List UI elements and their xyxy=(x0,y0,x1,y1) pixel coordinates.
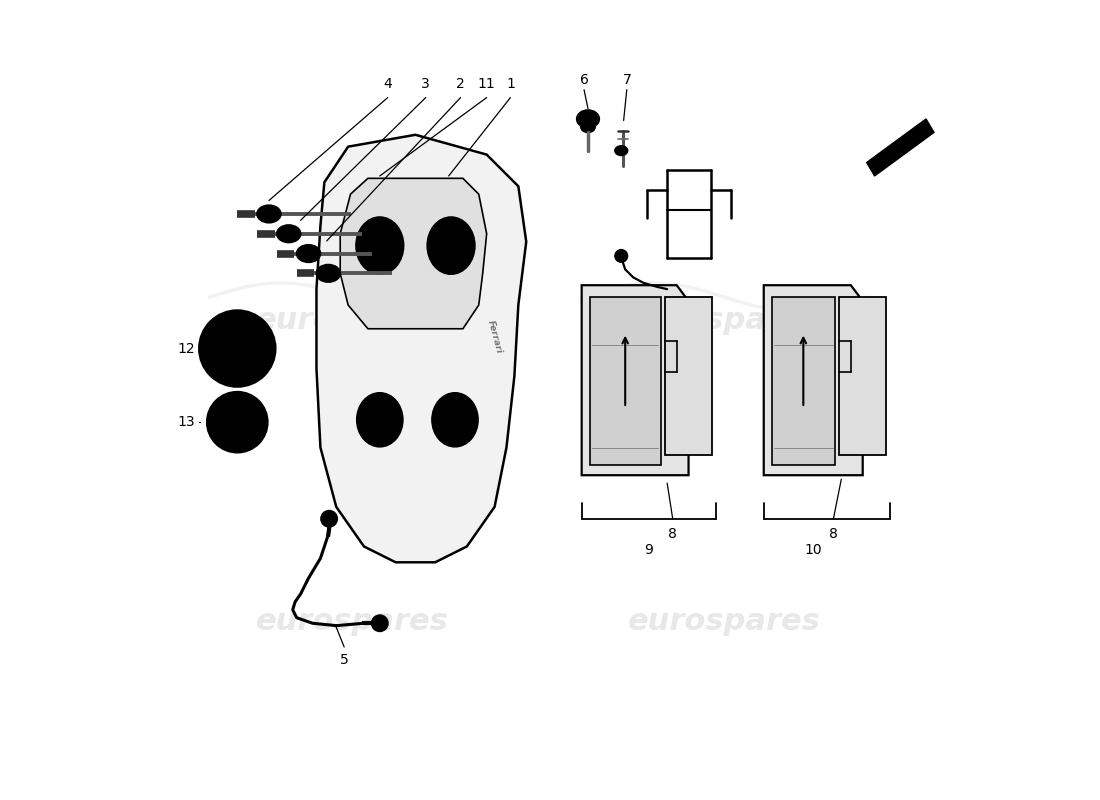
Circle shape xyxy=(213,325,261,372)
Ellipse shape xyxy=(277,225,300,242)
Circle shape xyxy=(220,405,255,439)
Ellipse shape xyxy=(581,122,595,133)
Ellipse shape xyxy=(297,245,320,262)
Ellipse shape xyxy=(440,401,470,438)
Text: eurospares: eurospares xyxy=(628,607,821,636)
Polygon shape xyxy=(839,297,887,455)
Ellipse shape xyxy=(302,250,315,258)
Text: 2: 2 xyxy=(456,78,465,91)
Text: 1: 1 xyxy=(506,78,515,91)
Circle shape xyxy=(199,310,275,386)
Polygon shape xyxy=(763,286,862,475)
Text: eurospares: eurospares xyxy=(628,306,821,335)
Circle shape xyxy=(321,511,337,526)
Polygon shape xyxy=(340,178,486,329)
Text: 11: 11 xyxy=(477,78,495,91)
Text: 8: 8 xyxy=(669,526,678,541)
Ellipse shape xyxy=(436,226,466,266)
Text: Ferrari: Ferrari xyxy=(486,319,504,354)
Text: 8: 8 xyxy=(829,526,838,541)
Ellipse shape xyxy=(356,393,403,446)
Circle shape xyxy=(615,250,628,262)
Circle shape xyxy=(207,392,267,452)
Text: 13: 13 xyxy=(178,415,196,429)
Polygon shape xyxy=(664,297,713,455)
Ellipse shape xyxy=(283,230,295,238)
Circle shape xyxy=(372,615,387,631)
Text: 7: 7 xyxy=(623,74,631,87)
Polygon shape xyxy=(317,134,526,562)
Polygon shape xyxy=(867,119,934,176)
Ellipse shape xyxy=(364,226,396,266)
Text: 10: 10 xyxy=(805,542,823,557)
Text: 3: 3 xyxy=(421,78,430,91)
Ellipse shape xyxy=(317,265,340,282)
Ellipse shape xyxy=(365,401,395,438)
Ellipse shape xyxy=(427,217,475,274)
Polygon shape xyxy=(772,297,835,465)
Text: 12: 12 xyxy=(178,342,196,355)
Text: eurospares: eurospares xyxy=(255,306,449,335)
Polygon shape xyxy=(590,297,661,465)
Text: 9: 9 xyxy=(645,542,653,557)
Ellipse shape xyxy=(322,270,334,278)
Ellipse shape xyxy=(576,110,600,128)
Text: 5: 5 xyxy=(340,654,349,667)
Text: 6: 6 xyxy=(580,74,588,87)
Ellipse shape xyxy=(263,210,275,218)
Ellipse shape xyxy=(432,393,478,446)
Ellipse shape xyxy=(257,206,280,222)
Polygon shape xyxy=(582,286,689,475)
Text: 4: 4 xyxy=(383,78,392,91)
Ellipse shape xyxy=(356,217,404,274)
Ellipse shape xyxy=(615,146,628,155)
Text: eurospares: eurospares xyxy=(255,607,449,636)
